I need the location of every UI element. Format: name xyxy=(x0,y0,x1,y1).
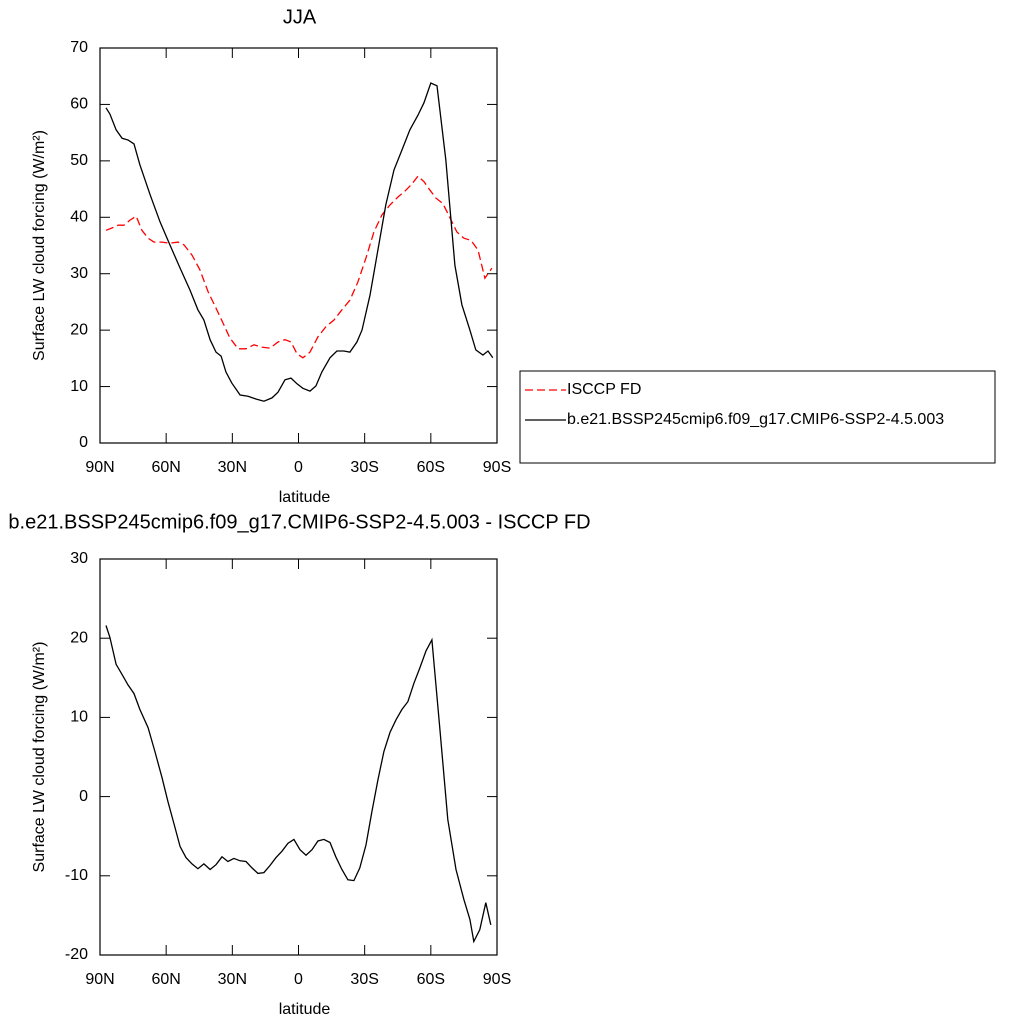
y-tick-label: -20 xyxy=(65,946,88,963)
y-tick-label: 10 xyxy=(70,709,88,726)
y-axis-label: Surface LW cloud forcing (W/m²) xyxy=(31,642,48,873)
y-tick-label: 40 xyxy=(70,209,88,226)
x-tick-label: 60S xyxy=(417,971,445,988)
x-tick-label: 90N xyxy=(85,971,114,988)
x-tick-label: 0 xyxy=(294,459,303,476)
legend-label: ISCCP FD xyxy=(567,381,641,398)
y-tick-label: -10 xyxy=(65,867,88,884)
x-tick-label: 30N xyxy=(218,459,247,476)
x-tick-label: 60S xyxy=(417,459,445,476)
x-tick-label: 30S xyxy=(350,459,378,476)
x-tick-label: 90S xyxy=(483,971,511,988)
y-axis-label: Surface LW cloud forcing (W/m²) xyxy=(31,130,48,361)
x-tick-label: 30N xyxy=(218,971,247,988)
data-line xyxy=(105,175,493,359)
y-tick-label: 20 xyxy=(70,629,88,646)
y-tick-label: 70 xyxy=(70,39,88,56)
x-tick-label: 90S xyxy=(483,459,511,476)
x-tick-label: 60N xyxy=(151,459,180,476)
chart-title: JJA xyxy=(283,6,317,28)
y-tick-label: 0 xyxy=(79,434,88,451)
x-axis-label: latitude xyxy=(279,1001,331,1018)
y-tick-label: 20 xyxy=(70,321,88,338)
y-tick-label: 60 xyxy=(70,96,88,113)
x-tick-label: 30S xyxy=(350,971,378,988)
y-tick-label: 30 xyxy=(70,550,88,567)
y-tick-label: 30 xyxy=(70,265,88,282)
y-tick-label: 10 xyxy=(70,378,88,395)
data-line xyxy=(105,625,492,944)
x-tick-label: 60N xyxy=(151,971,180,988)
legend-box xyxy=(519,370,996,464)
chart-title: b.e21.BSSP245cmip6.f09_g17.CMIP6-SSP2-4.… xyxy=(8,511,590,533)
x-tick-label: 0 xyxy=(294,971,303,988)
plot-frame xyxy=(99,558,498,956)
y-tick-label: 50 xyxy=(70,152,88,169)
y-tick-label: 0 xyxy=(79,788,88,805)
data-line xyxy=(105,82,494,402)
legend-label: b.e21.BSSP245cmip6.f09_g17.CMIP6-SSP2-4.… xyxy=(567,411,944,428)
x-tick-label: 90N xyxy=(85,459,114,476)
plot-frame xyxy=(99,47,498,444)
x-axis-label: latitude xyxy=(279,489,331,506)
